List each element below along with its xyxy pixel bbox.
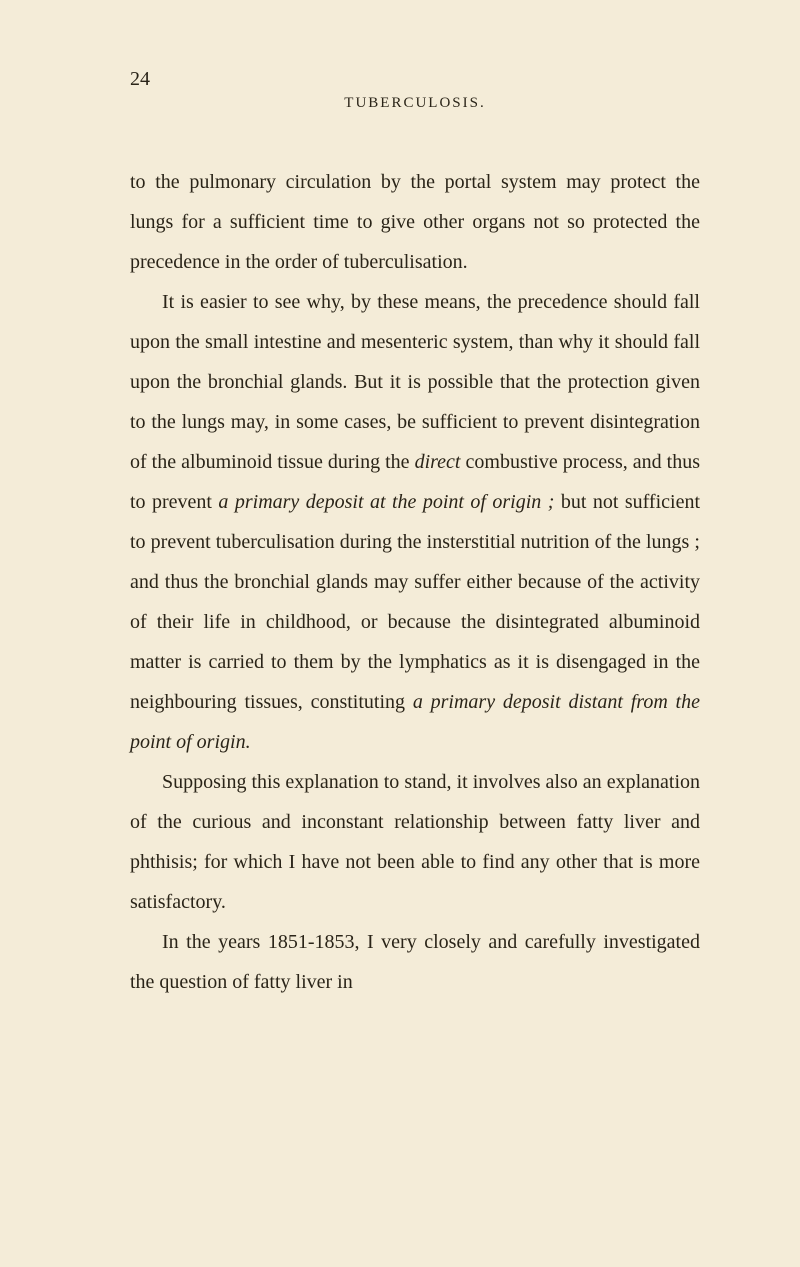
body-text: to the pulmonary circulation by the port… [130, 171, 700, 273]
body-text: Supposing this explanation to stand, it … [130, 771, 700, 913]
body-text: It is easier to see why, by these means,… [130, 291, 700, 473]
paragraph-2: It is easier to see why, by these means,… [130, 282, 700, 762]
page-header: TUBERCULOSIS. [130, 95, 700, 112]
paragraph-1: to the pulmonary circulation by the port… [130, 162, 700, 282]
page-content: to the pulmonary circulation by the port… [130, 162, 700, 1002]
paragraph-4: In the years 1851-1853, I very closely a… [130, 922, 700, 1002]
italic-text: a primary deposit at the point of origin… [218, 491, 554, 513]
body-text: In the years 1851-1853, I very closely a… [130, 931, 700, 993]
paragraph-3: Supposing this explanation to stand, it … [130, 762, 700, 922]
italic-text: direct [415, 451, 461, 473]
page-number: 24 [130, 68, 150, 91]
body-text: but not sufficient to prevent tuberculis… [130, 491, 700, 713]
